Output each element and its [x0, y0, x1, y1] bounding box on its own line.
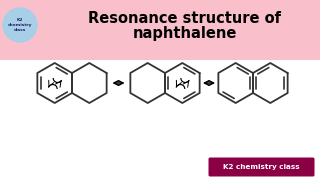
FancyBboxPatch shape: [209, 158, 315, 177]
Text: naphthalene: naphthalene: [133, 26, 237, 40]
Text: K2
chemistry
class: K2 chemistry class: [8, 18, 32, 32]
Text: Resonance structure of: Resonance structure of: [89, 10, 282, 26]
Text: K2 chemistry class: K2 chemistry class: [223, 164, 299, 170]
Circle shape: [3, 8, 37, 42]
FancyBboxPatch shape: [0, 0, 320, 60]
